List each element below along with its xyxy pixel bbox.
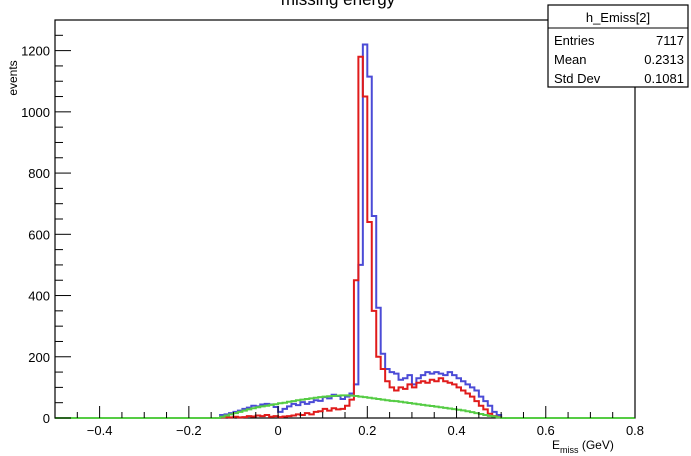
x-tick-label: 0 [274, 423, 281, 438]
stats-entries-value: 7117 [656, 33, 684, 48]
y-tick-label: 1200 [21, 44, 50, 59]
y-tick-label: 800 [28, 166, 50, 181]
x-tick-label: 0.2 [358, 423, 376, 438]
x-axis-label-sub: miss [560, 445, 579, 455]
stats-box-frame [547, 4, 689, 88]
stats-box: h_Emiss[2] Entries 7117 Mean 0.2313 Std … [547, 4, 689, 88]
chart-title: missing energy [281, 0, 396, 9]
x-tick-label: 0.4 [447, 423, 465, 438]
stats-stddev-value: 0.1081 [644, 71, 684, 86]
stats-mean-value: 0.2313 [644, 52, 684, 67]
y-tick-label: 0 [43, 411, 50, 426]
x-axis-label: Emiss (GeV) [552, 438, 614, 455]
x-tick-label: −0.4 [87, 423, 113, 438]
x-axis-label-unit: (GeV) [579, 438, 614, 452]
x-tick-label: −0.2 [176, 423, 202, 438]
stats-stddev-label: Std Dev [554, 71, 601, 86]
stats-mean-label: Mean [554, 52, 587, 67]
y-tick-label: 400 [28, 289, 50, 304]
y-axis-label: events [6, 60, 20, 95]
stats-entries-label: Entries [554, 33, 595, 48]
y-tick-label: 1000 [21, 105, 50, 120]
stats-box-title: h_Emiss[2] [586, 10, 650, 25]
x-tick-label: 0.6 [537, 423, 555, 438]
series-1-line [215, 55, 506, 419]
x-tick-label: 0.8 [626, 423, 644, 438]
axis-layer: −0.4 −0.2 0 0.2 0.4 0.6 0.8 0 200 400 600 800 1000 12… [21, 19, 644, 438]
y-tick-label: 200 [28, 350, 50, 365]
x-axis-label-main: E [552, 438, 560, 452]
y-tick-label: 600 [28, 227, 50, 242]
series-0-line [215, 43, 506, 419]
